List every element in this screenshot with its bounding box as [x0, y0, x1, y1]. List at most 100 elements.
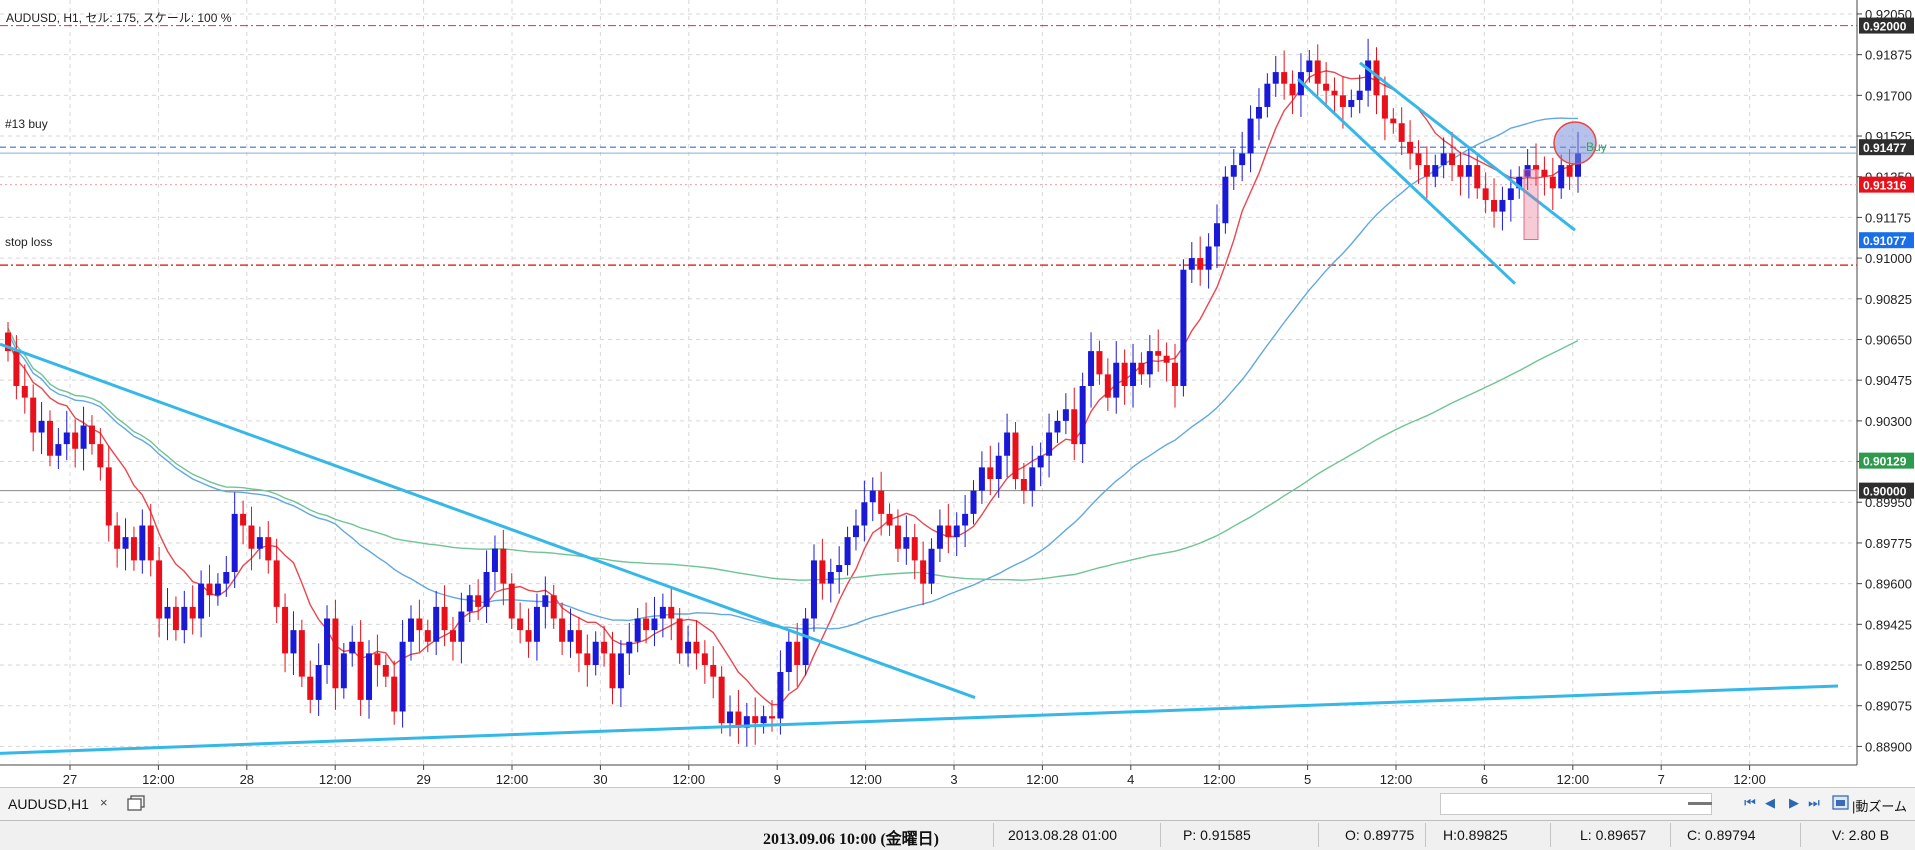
candle-bear — [1474, 165, 1481, 189]
candle-bull — [936, 525, 943, 549]
candle-bear — [282, 606, 289, 654]
candle-bull — [407, 618, 414, 642]
candle-bull — [970, 490, 977, 514]
status-datetime: 2013.09.06 10:00 (金曜日) — [763, 831, 939, 848]
prev-bar-icon[interactable]: ◀ — [1765, 795, 1775, 810]
candle-bull — [1255, 106, 1262, 119]
candle-bear — [911, 537, 918, 561]
candle-bull — [1213, 223, 1220, 247]
price-tag-label: 0.90129 — [1863, 455, 1907, 469]
candle-bear — [416, 618, 423, 631]
candle-bear — [240, 513, 247, 526]
status-high: H:0.89825 — [1443, 827, 1508, 843]
price-tag-label: 0.92000 — [1863, 20, 1907, 34]
candle-bull — [533, 606, 540, 642]
candle-bull — [214, 583, 221, 596]
candle-bear — [449, 630, 456, 642]
candle-bull — [852, 525, 859, 538]
candle-bull — [433, 606, 440, 642]
price-chart[interactable]: 0.920500.918750.917000.915250.913500.911… — [0, 0, 1915, 787]
status-volume: V: 2.80 B — [1832, 827, 1890, 843]
candle-bear — [1449, 153, 1456, 166]
candle-bear — [357, 641, 364, 700]
candle-bear — [500, 548, 507, 584]
candle-bull — [256, 537, 263, 549]
candle-bull — [63, 432, 70, 445]
x-tick-label: 4 — [1127, 772, 1134, 787]
status-bar-time: 2013.08.28 01:00 — [1008, 827, 1117, 843]
candle-bear — [475, 595, 482, 607]
trendlines[interactable] — [0, 61, 1839, 755]
candle-bear — [1482, 188, 1489, 200]
candle-bull — [1079, 385, 1086, 445]
price-tag-bg — [1859, 17, 1914, 34]
candle-bear — [1281, 72, 1288, 84]
scroll-thumb[interactable] — [1688, 802, 1712, 805]
candle-bull — [80, 425, 87, 449]
chart-scrollbar[interactable] — [1440, 793, 1712, 815]
candle-bull — [399, 641, 406, 712]
candle-bull — [1465, 165, 1472, 177]
ma-slow-line — [7, 327, 1579, 581]
candle-bull — [1507, 188, 1514, 200]
candle-bull — [659, 606, 666, 619]
price-tag-label: 0.91477 — [1863, 141, 1907, 155]
candle-bear — [735, 711, 742, 728]
candle-bull — [1054, 420, 1061, 433]
highlight-box — [1523, 169, 1539, 240]
candle-bull — [1113, 362, 1120, 398]
candle-bull — [777, 671, 784, 719]
candle-bull — [810, 560, 817, 619]
candle-bear — [13, 351, 20, 386]
tab-close-icon[interactable]: × — [100, 795, 108, 810]
candle-bull — [634, 618, 641, 642]
status-open: O: 0.89775 — [1345, 827, 1415, 843]
candle-bull — [727, 711, 734, 724]
candle-bull — [1046, 432, 1053, 456]
candle-bear — [88, 425, 95, 445]
price-tags: 0.92000 0.91477 0.91316 0.91077 0.90129 0.900… — [1859, 17, 1914, 499]
candle-bull — [122, 537, 129, 549]
candle-bear — [332, 618, 339, 689]
first-bar-icon[interactable]: ⏮ — [1744, 795, 1756, 810]
candle-bull — [181, 606, 188, 631]
candle-bull — [903, 537, 910, 549]
x-tick-label: 12:00 — [1026, 772, 1059, 787]
candle-bear — [441, 606, 448, 631]
candle-bear — [156, 560, 163, 619]
candle-bull — [1432, 165, 1439, 177]
last-bar-icon[interactable]: ⏭ — [1808, 795, 1820, 810]
auto-zoom-icon[interactable] — [1832, 794, 1850, 812]
candle-bear — [189, 606, 196, 619]
candle-bear — [1549, 176, 1556, 189]
candle-bull — [760, 716, 767, 724]
candle-bull — [1029, 467, 1036, 491]
candle-bull — [1222, 176, 1229, 224]
x-tick-label: 5 — [1304, 772, 1311, 787]
new-window-icon[interactable] — [126, 794, 146, 812]
candle-bear — [1407, 141, 1414, 154]
status-bar: 2013.09.06 10:00 (金曜日) 2013.08.28 01:00 … — [0, 820, 1915, 850]
price-tag-label: 0.90000 — [1863, 485, 1907, 499]
candle-bear — [701, 653, 708, 666]
candle-bull — [869, 490, 876, 503]
next-bar-icon[interactable]: ▶ — [1789, 795, 1799, 810]
x-tick-label: 12:00 — [142, 772, 175, 787]
candle-bull — [1247, 118, 1254, 154]
candle-bull — [1188, 258, 1195, 270]
candle-bull — [1499, 199, 1506, 212]
candle-bear — [643, 618, 650, 631]
candle-bull — [827, 572, 834, 584]
x-tick-label: 12:00 — [1557, 772, 1590, 787]
candle-bear — [819, 560, 826, 584]
candle-bear — [517, 618, 524, 631]
auto-zoom-label[interactable]: |動ズーム — [1852, 799, 1907, 814]
x-tick-label: 9 — [774, 772, 781, 787]
buy-marker-icon[interactable] — [1553, 121, 1597, 165]
tab-audusd-h1[interactable]: AUDUSD,H1 — [8, 796, 89, 812]
price-tag-bg — [1859, 176, 1914, 193]
candle-bear — [575, 630, 582, 654]
candle-bull — [1130, 362, 1137, 386]
candle-bull — [567, 630, 574, 642]
candle-bear — [374, 653, 381, 666]
